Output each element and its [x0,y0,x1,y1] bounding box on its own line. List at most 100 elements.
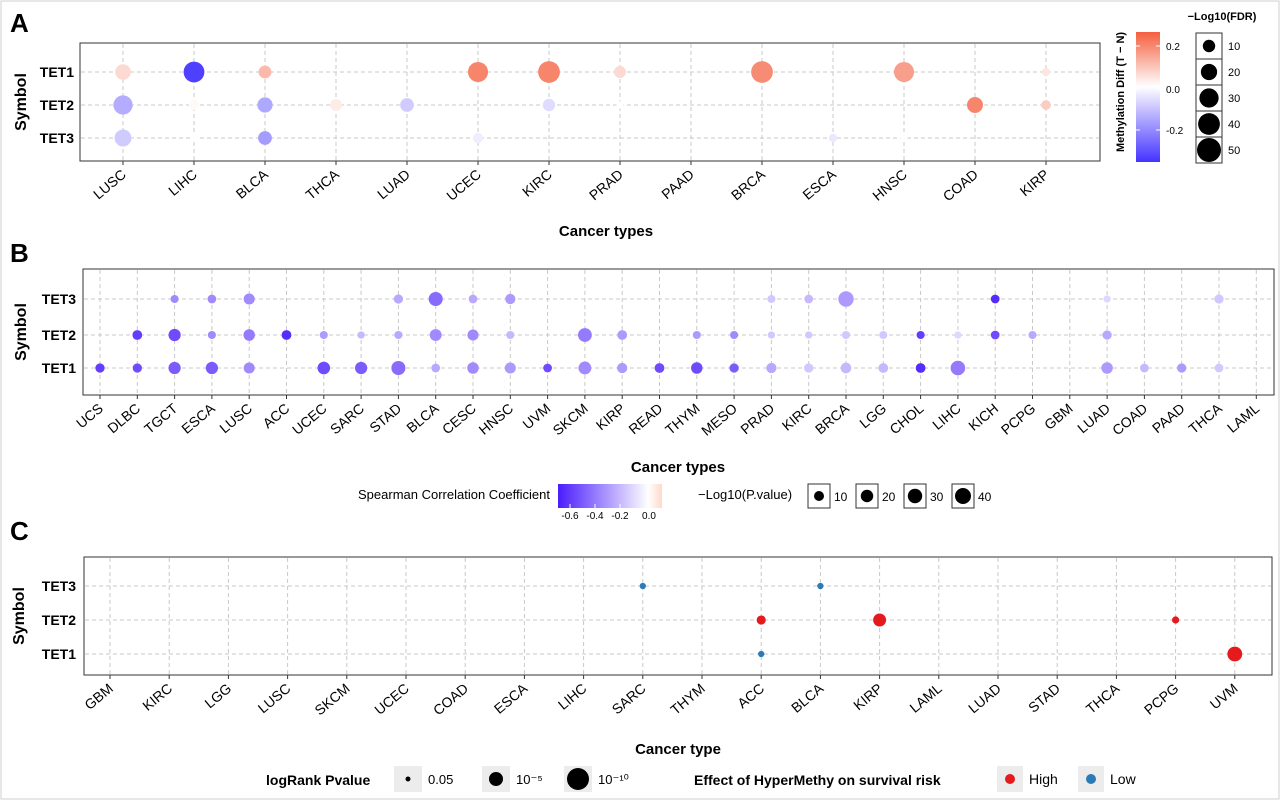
panel-c-point [873,613,887,627]
panel-a-size-legend: 10 20 30 40 50 [1195,32,1240,164]
panel-b-point [431,363,441,373]
panel-a-color-tick-label: -0.2 [1166,126,1184,137]
panel-b-point [916,330,925,340]
panel-a-point [114,129,132,147]
panel-b-point [879,330,888,340]
panel-b-point [95,363,105,373]
panel-c-point [639,582,646,590]
panel-b-letter: B [10,238,29,268]
panel-b-color-tick-label: 0.0 [642,511,656,522]
panel-a-point [1041,100,1051,110]
panel-b-point [506,330,515,340]
panel-b-size-legend-label: 10 [834,490,848,504]
panel-a-point [330,99,342,111]
panel-b-point [205,361,219,375]
panel-b-point [1103,295,1111,303]
panel-a-size-legend-dot [1200,63,1218,81]
panel-c-x-axis-label: Cancer type [635,741,721,758]
panel-c-size-legend-dot [567,768,589,790]
panel-a-letter: A [10,8,29,38]
panel-a-points [113,61,1051,147]
panel-c-color-legend-dot [1005,774,1015,784]
panel-a-point [183,61,205,83]
panel-b-point [730,330,739,340]
panel-a-size-legend-dot [1197,138,1221,162]
panel-a-point [828,133,838,143]
panel-b-point [692,330,701,340]
panel-b-point [838,291,854,307]
panel-b-size-legend-dot [955,488,971,504]
panel-b-point [804,294,814,304]
panel-c-size-legend: 0.05 10⁻⁵ 10⁻¹⁰ [394,766,629,792]
panel-a-size-legend-label: 20 [1228,67,1240,79]
panel-a-point [538,61,560,83]
panel-b-point [429,329,442,341]
panel-a-y-tick-label: TET2 [40,97,74,113]
panel-a-y-tick-labels: TET1 TET2 TET3 [40,64,74,146]
panel-c-plot-area [83,556,1273,676]
panel-b-point [1102,330,1112,340]
panel-c-y-axis-label: Symbol [11,587,28,645]
panel-b-size-legend-title: −Log10(P.value) [698,487,792,502]
panel-a-plot-area [79,42,1101,162]
panel-b-size-legend-dot [860,489,874,503]
panel-c-color-legend-dot [1086,774,1096,784]
panel-b-point [468,294,478,304]
panel-b-point [578,328,592,342]
panel-b-point [243,362,255,374]
panel-a-size-legend-label: 30 [1228,93,1240,105]
panel-c-points [639,582,1243,662]
panel-b-point [1028,330,1037,340]
panel-a-point [258,131,272,145]
panel-b-y-tick-label: TET1 [42,360,76,376]
panel-b-point [990,294,1000,304]
panel-b-point [878,363,889,373]
panel-a-point [258,65,272,79]
panel-b-point [729,363,739,373]
panel-b-point [207,330,216,340]
panel-c-size-legend-dot [405,776,411,782]
panel-a-y-axis-label: Symbol [13,73,30,131]
panel-a-point [113,95,133,115]
panel-b-point [805,331,813,339]
panel-a-point [400,98,414,112]
panel-a-x-axis-label: Cancer types [559,223,653,240]
panel-a-color-legend-ticks: 0.2 0.0 -0.2 [1136,42,1184,137]
panel-b-color-legend-ticks: -0.6 -0.4 -0.2 0.0 [561,504,656,522]
panel-b-point [654,363,665,373]
panel-b-size-legend: 10 20 30 40 [807,483,992,509]
panel-b-size-legend-dot [814,491,824,501]
panel-b-point [243,329,255,341]
panel-c-size-legend-label: 10⁻⁵ [516,772,543,787]
panel-c-point [756,615,766,625]
panel-a-size-legend-dot [1202,39,1216,53]
panel-c-grid [85,558,1271,674]
panel-b-color-legend-title: Spearman Correlation Coefficient [358,487,550,502]
panel-a-point [472,132,484,144]
panel-b-point [505,293,516,305]
panel-b-plot-area [82,268,1275,396]
panel-b-point [132,363,142,373]
panel-b-point [950,360,966,376]
panel-c-point [758,650,765,658]
panel-b-point [317,361,331,375]
panel-b-color-tick-label: -0.6 [561,511,579,522]
panel-b-point [840,362,852,374]
panel-a-point [467,61,489,83]
panel-b-point [467,362,479,374]
panel-b-point [767,331,776,339]
panel-a-size-legend-dot [1198,113,1220,135]
panel-a-y-tick-label: TET1 [40,64,74,80]
panel-c-size-legend-title: logRank Pvalue [266,772,370,788]
panel-a-point [967,97,983,113]
panel-a-size-legend-dot [1199,88,1219,108]
panel-b-color-tick-label: -0.2 [611,511,629,522]
panel-c-y-tick-label: TET2 [42,612,76,628]
panel-b-point [767,294,776,304]
panel-c-size-legend-dot [489,772,503,786]
panel-c-color-legend-title: Effect of HyperMethy on survival risk [694,772,941,788]
panel-b-point [1101,362,1113,374]
panel-b-point [428,291,443,307]
